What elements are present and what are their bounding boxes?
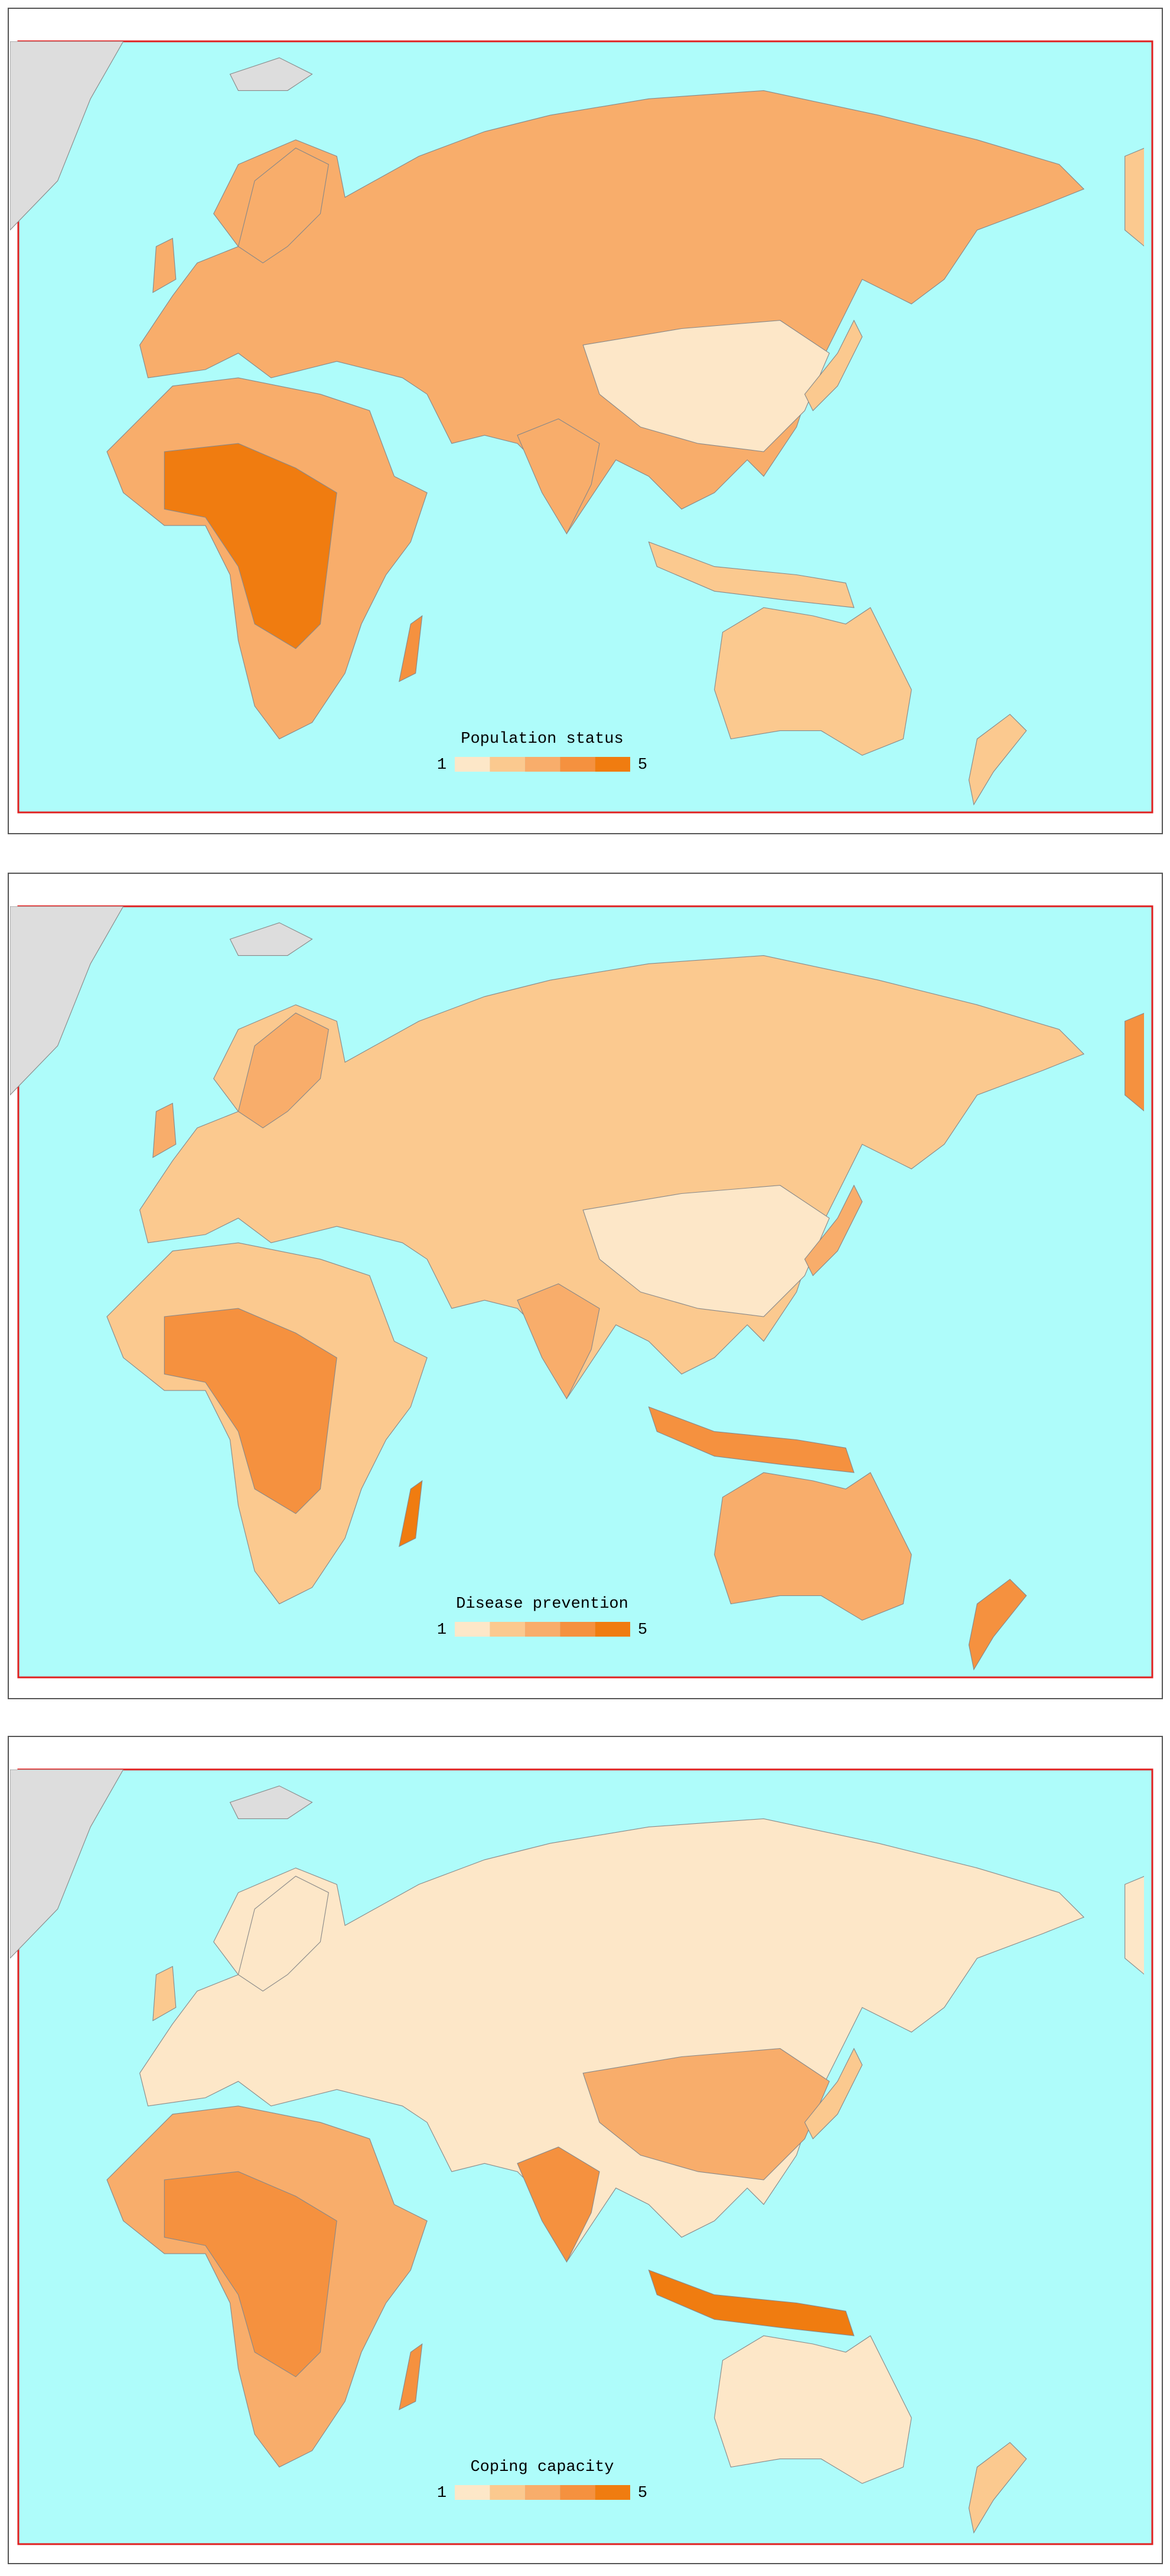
legend-max: 5 bbox=[638, 1621, 647, 1639]
legend-title: Population status bbox=[461, 730, 623, 748]
region bbox=[1124, 147, 1144, 247]
legend-swatch bbox=[455, 1622, 490, 1637]
legend-title: Coping capacity bbox=[470, 2459, 614, 2476]
region bbox=[1124, 1875, 1144, 1976]
legend-title: Disease prevention bbox=[456, 1595, 628, 1613]
legend-swatch bbox=[595, 2485, 630, 2500]
map-panel: Coping capacity 1 5 bbox=[8, 1736, 1163, 2564]
legend-swatch bbox=[560, 757, 595, 772]
map-panel: Disease prevention 1 5 bbox=[8, 873, 1163, 1699]
legend-min: 1 bbox=[437, 2484, 447, 2502]
legend-min: 1 bbox=[437, 1621, 447, 1639]
legend-swatch bbox=[490, 2485, 525, 2500]
legend-swatch bbox=[490, 757, 525, 772]
legend-max: 5 bbox=[638, 756, 647, 774]
legend-swatch bbox=[524, 757, 560, 772]
legend-swatch bbox=[524, 1622, 560, 1637]
legend-swatch bbox=[524, 2485, 560, 2500]
legend-swatch bbox=[595, 757, 630, 772]
legend-max: 5 bbox=[638, 2484, 647, 2502]
legend-swatch bbox=[560, 2485, 595, 2500]
legend-swatch bbox=[560, 1622, 595, 1637]
legend-swatch bbox=[595, 1622, 630, 1637]
legend-swatch bbox=[455, 2485, 490, 2500]
legend-min: 1 bbox=[437, 756, 447, 774]
legend-swatch bbox=[455, 757, 490, 772]
legend-swatch bbox=[490, 1622, 525, 1637]
region bbox=[1124, 1012, 1144, 1112]
map-panel: Population status 1 5 bbox=[8, 8, 1163, 834]
